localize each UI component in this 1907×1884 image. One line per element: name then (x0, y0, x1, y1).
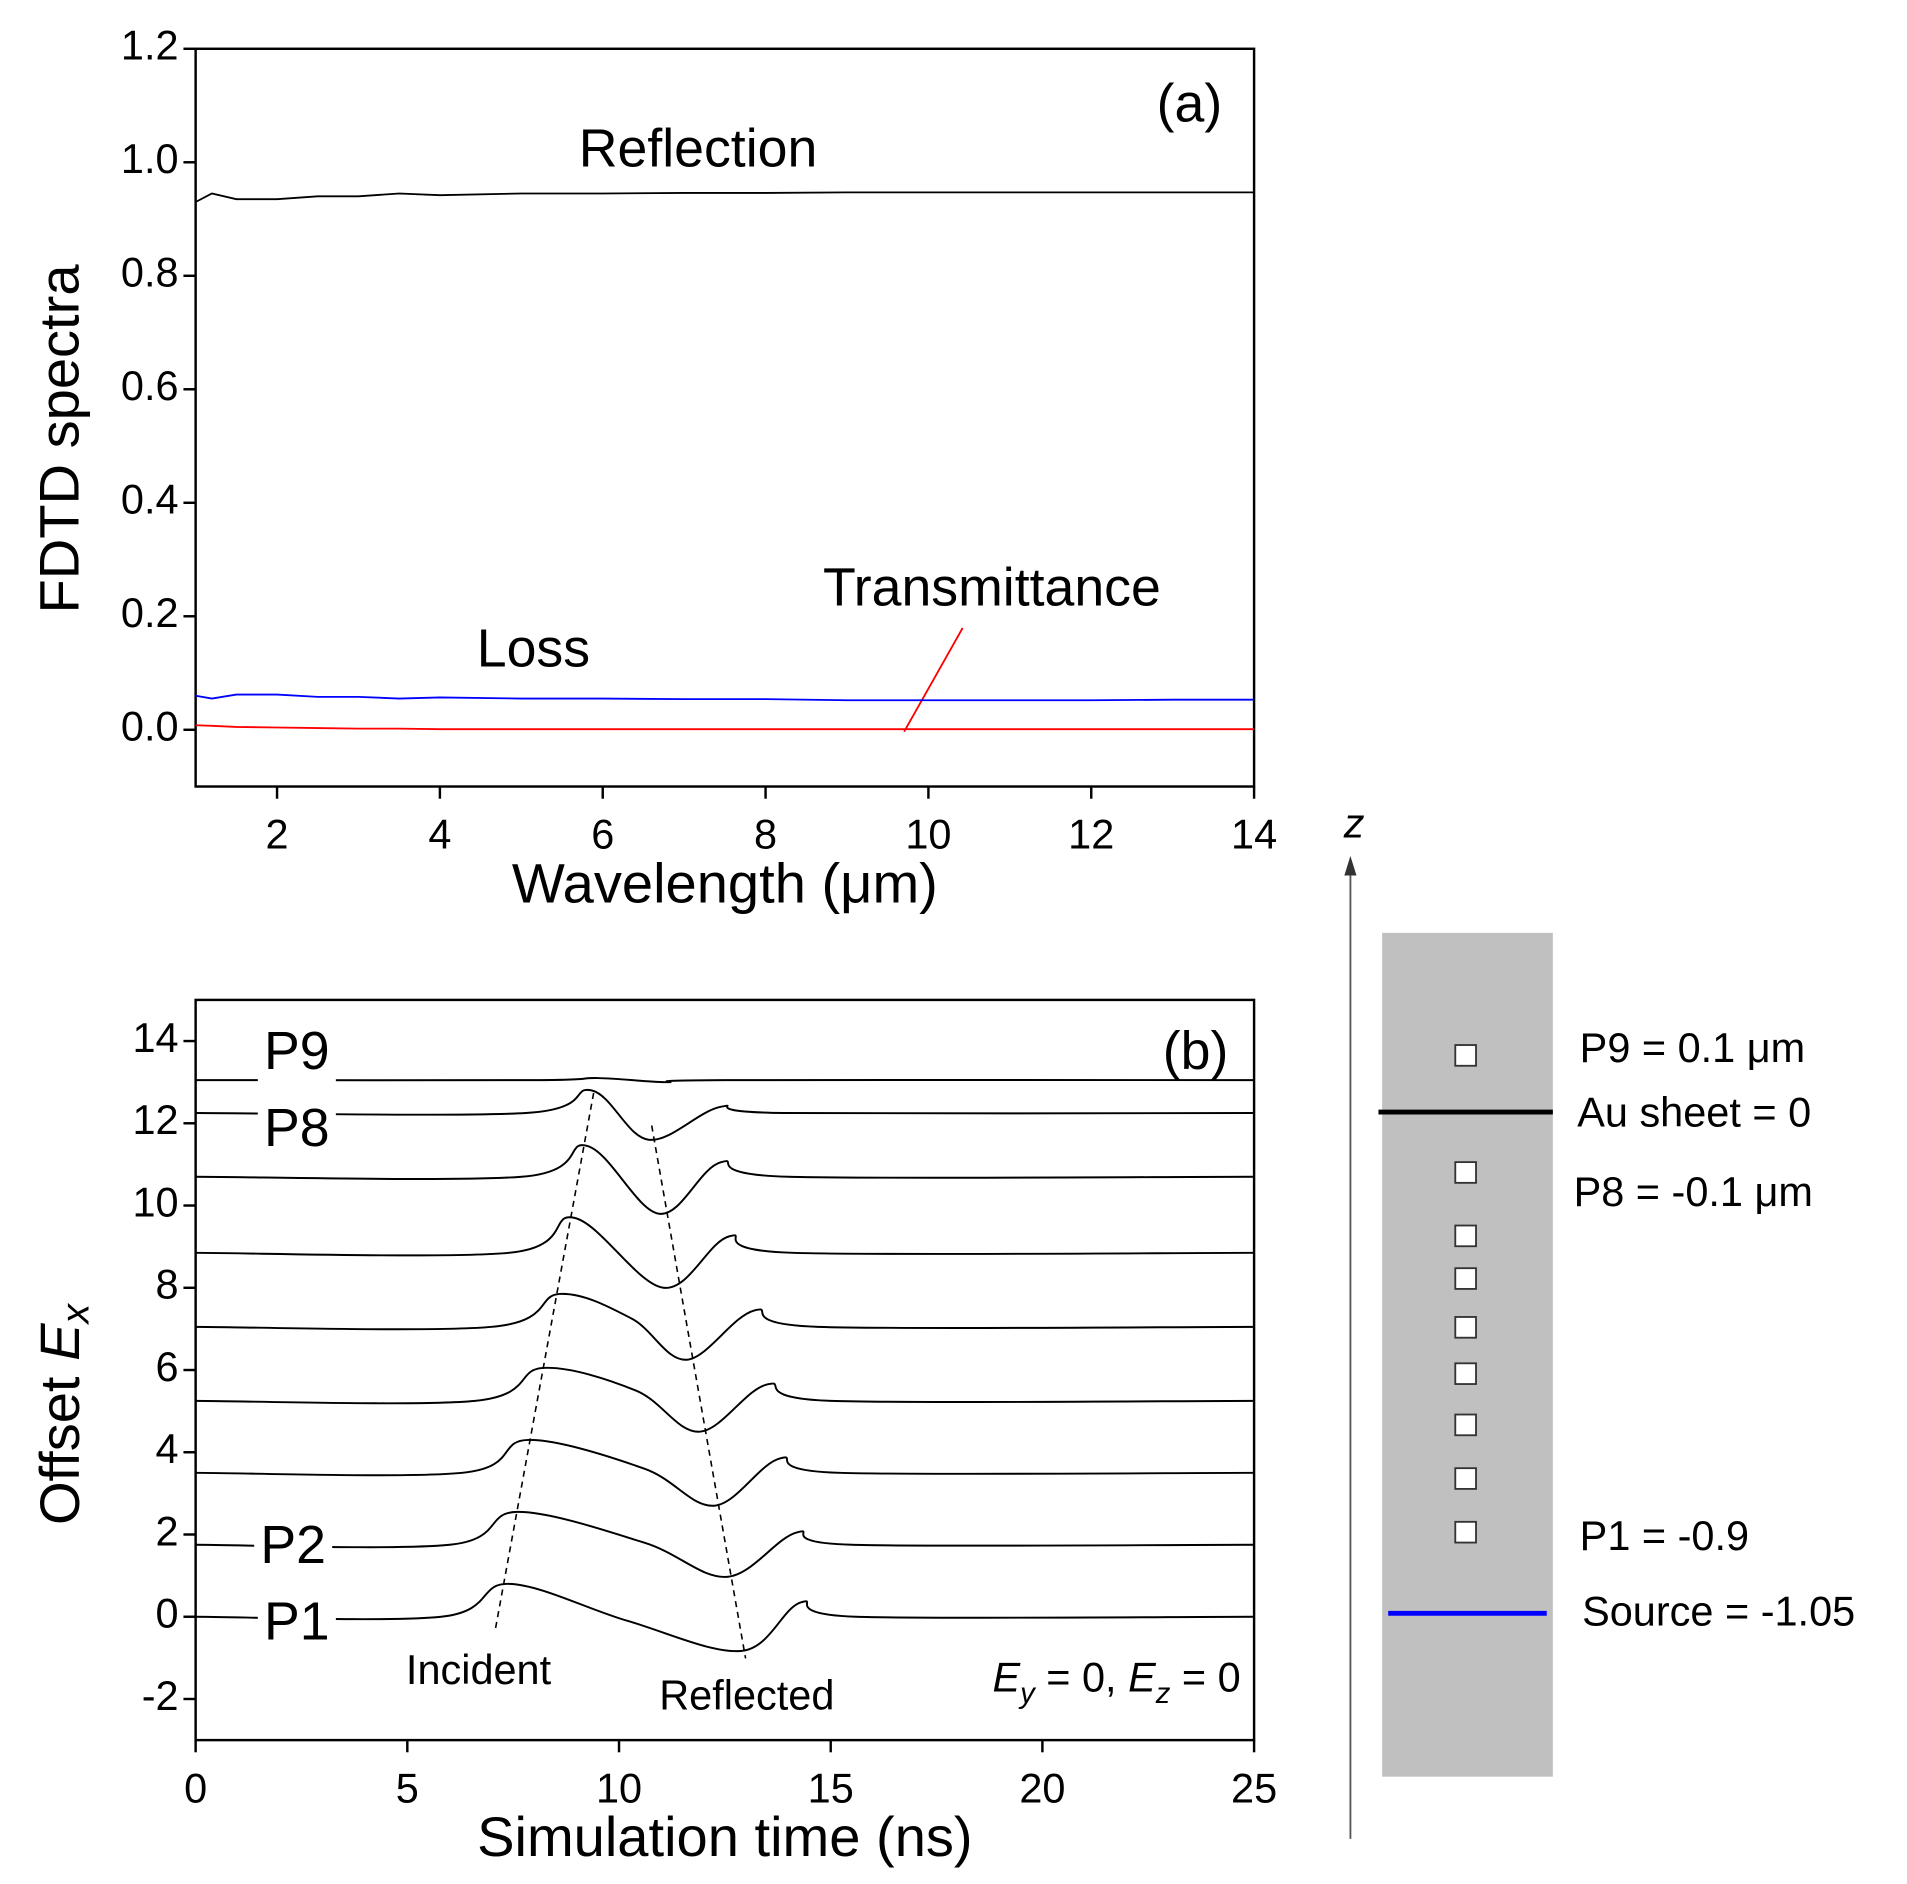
probes (1454, 1044, 1477, 1544)
symbol: E (1128, 1653, 1157, 1700)
probe (1454, 1362, 1477, 1385)
schematic-label: P8 = -0.1 μm (1574, 1168, 1813, 1215)
series-line (195, 1438, 1255, 1507)
probe (1454, 1413, 1477, 1437)
probe (1454, 1316, 1477, 1339)
series-line (195, 191, 1255, 203)
probe (1454, 1161, 1477, 1184)
x-tick-label: 0 (184, 1764, 207, 1811)
panel-label: (a) (1157, 73, 1223, 133)
y-tick-label: 10 (132, 1178, 178, 1225)
y-label-subscript: x (55, 1303, 98, 1326)
series-label: Transmittance (823, 558, 1161, 618)
y-tick-label: 14 (132, 1014, 178, 1061)
panel-label: (b) (1163, 1021, 1229, 1081)
series-label: P1 (264, 1592, 330, 1652)
y-tick-label: 0.8 (121, 249, 179, 296)
y-tick-label: 0.2 (121, 589, 179, 636)
label-backdrop (254, 1521, 333, 1576)
x-axis-label: Simulation time (ns) (477, 1805, 973, 1868)
schematic-label: Au sheet = 0 (1577, 1089, 1811, 1136)
series-line (195, 1088, 1255, 1141)
schematic-label: Source = -1.05 (1582, 1587, 1855, 1634)
series-line (195, 1077, 1255, 1084)
x-tick-label: 2 (266, 811, 289, 858)
axis-label: z (1343, 800, 1365, 847)
y-axis-label: FDTD spectra (28, 264, 91, 614)
y-label-text: Offset (28, 1361, 91, 1525)
x-tick-label: 14 (1231, 811, 1277, 858)
x-axis-label: Wavelength (μm) (512, 852, 938, 915)
y-tick-label: 1.0 (121, 135, 179, 182)
series-line (195, 1144, 1255, 1215)
series-line (195, 1582, 1255, 1653)
x-tick-label: 10 (905, 811, 951, 858)
series-label: Loss (477, 619, 590, 679)
y-tick-label: 0 (155, 1590, 178, 1637)
y-tick-label: 0.0 (121, 703, 179, 750)
domain (1382, 932, 1553, 1777)
annotation: Incident (406, 1646, 552, 1693)
label-backdrop (257, 1598, 336, 1653)
incident-guide (494, 1088, 596, 1629)
x-tick-label: 6 (591, 811, 614, 858)
schematic-label: P1 = -0.9 (1580, 1512, 1749, 1559)
series-line (195, 1366, 1255, 1433)
leader-line (903, 627, 964, 733)
y-tick-label: 4 (155, 1425, 178, 1472)
y-tick-label: 0.4 (121, 476, 179, 523)
series-label: P9 (264, 1021, 330, 1081)
x-tick-label: 12 (1068, 811, 1114, 858)
series-line (195, 1292, 1255, 1361)
arrow-head (1344, 856, 1357, 876)
symbol: E (992, 1653, 1021, 1700)
probe (1454, 1520, 1477, 1544)
x-tick-label: 5 (396, 1764, 419, 1811)
schematic: z P9 = 0.1 μm Au sheet = 0 P8 = -0.1 μm … (1343, 800, 1855, 1839)
probe (1454, 1267, 1477, 1290)
text: = 0 (1170, 1653, 1240, 1700)
label-backdrop (257, 1027, 336, 1082)
x-tick-label: 20 (1019, 1764, 1065, 1811)
label-backdrop (257, 1104, 336, 1159)
annotation: Ey = 0, Ez = 0 (992, 1653, 1240, 1709)
x-tick-label: 25 (1231, 1764, 1277, 1811)
series-line (195, 1216, 1255, 1289)
series-label: P2 (260, 1515, 326, 1575)
series-line (195, 693, 1255, 702)
schematic-label: P9 = 0.1 μm (1580, 1024, 1806, 1071)
text: = 0, (1035, 1653, 1128, 1700)
y-tick-label: 6 (155, 1343, 178, 1390)
subscript: y (1018, 1678, 1037, 1710)
y-label-symbol: E (28, 1323, 91, 1361)
series-line (195, 1510, 1255, 1578)
series-label: Reflection (579, 119, 818, 179)
annotation: Reflected (659, 1672, 834, 1719)
x-tick-label: 10 (596, 1764, 642, 1811)
y-tick-label: 2 (155, 1507, 178, 1554)
probe (1454, 1224, 1477, 1248)
series-line (195, 724, 1255, 731)
probe (1454, 1044, 1477, 1067)
subscript: z (1155, 1678, 1171, 1710)
y-axis-label: Offset Ex (28, 1303, 98, 1526)
probe (1454, 1467, 1477, 1490)
y-tick-label: -2 (142, 1672, 179, 1719)
plot-frame-a (194, 47, 1256, 788)
y-tick-label: 8 (155, 1261, 178, 1308)
series-label: P8 (264, 1098, 330, 1158)
x-tick-label: 8 (754, 811, 777, 858)
x-tick-label: 4 (428, 811, 451, 858)
x-tick-label: 15 (808, 1764, 854, 1811)
reflected-guide (650, 1125, 747, 1659)
y-tick-label: 12 (132, 1096, 178, 1143)
y-tick-label: 0.6 (121, 362, 179, 409)
y-tick-label: 1.2 (121, 22, 179, 69)
